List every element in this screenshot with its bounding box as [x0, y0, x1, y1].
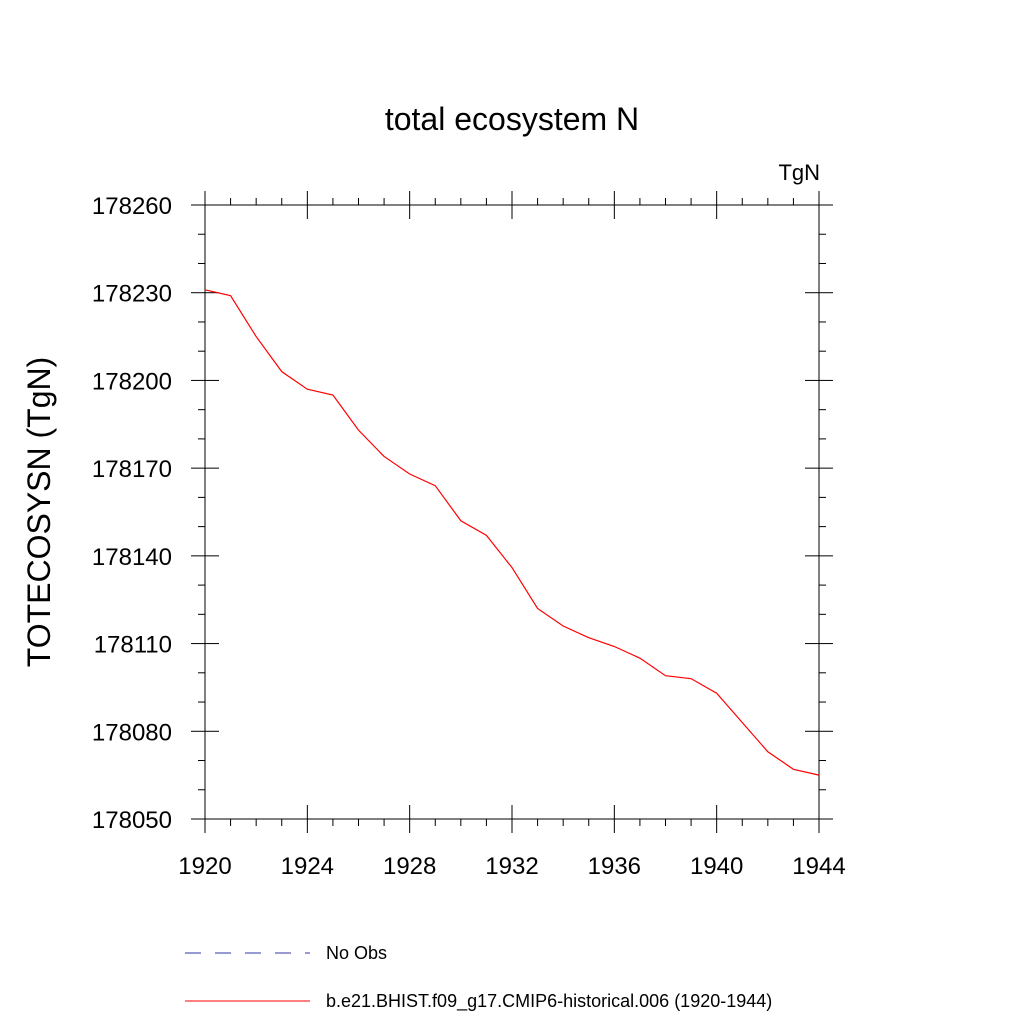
x-tick-label: 1944	[792, 853, 845, 880]
legend-label-historical: b.e21.BHIST.f09_g17.CMIP6-historical.006…	[326, 991, 772, 1012]
y-tick-label: 178260	[92, 193, 172, 220]
x-tick-label: 1940	[690, 853, 743, 880]
y-tick-label: 178230	[92, 281, 172, 308]
series-layer	[204, 289, 820, 776]
x-tick-label: 1924	[281, 853, 334, 880]
y-tick-label: 178200	[92, 368, 172, 395]
plot-frame	[204, 204, 820, 820]
axis-ticks: 1920 1924 1928 1932 1936 1940 1944 178050 178080…	[92, 191, 846, 880]
series-line-historical	[204, 289, 820, 776]
x-tick-label: 1932	[485, 853, 538, 880]
x-tick-label: 1928	[383, 853, 436, 880]
x-tick-label: 1920	[178, 853, 231, 880]
legend: No Obs b.e21.BHIST.f09_g17.CMIP6-histori…	[185, 943, 772, 1012]
y-tick-label: 178170	[92, 456, 172, 483]
x-tick-label: 1936	[588, 853, 641, 880]
units-label: TgN	[778, 160, 820, 185]
y-tick-label: 178050	[92, 807, 172, 834]
y-tick-label: 178110	[94, 632, 172, 659]
legend-label-no-obs: No Obs	[326, 943, 387, 963]
y-axis-label: TOTECOSYSN (TgN)	[21, 357, 57, 668]
y-tick-label: 178080	[92, 719, 172, 746]
y-tick-label: 178140	[92, 544, 172, 571]
chart-title: total ecosystem N	[385, 101, 639, 137]
